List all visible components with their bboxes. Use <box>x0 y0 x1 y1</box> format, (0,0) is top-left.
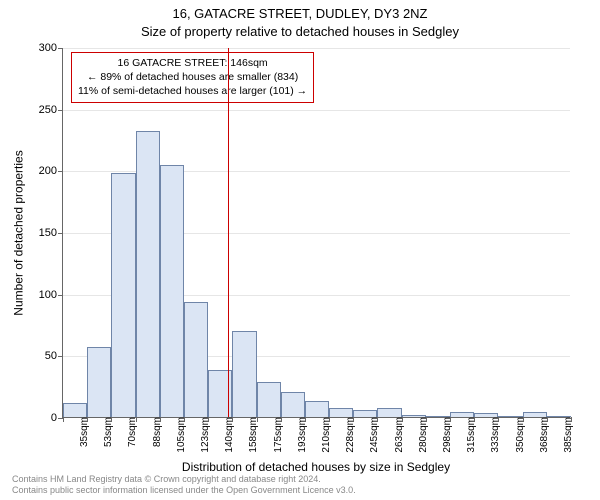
y-tick <box>58 110 63 111</box>
x-tick <box>208 417 209 422</box>
x-tick-label: 298sqm <box>438 417 453 453</box>
histogram-bar <box>353 410 377 417</box>
x-tick <box>257 417 258 422</box>
x-tick <box>426 417 427 422</box>
gridline <box>63 110 570 111</box>
x-tick <box>571 417 572 422</box>
x-tick-label: 158sqm <box>244 417 259 453</box>
histogram-bar <box>305 401 329 417</box>
x-tick-label: 385sqm <box>559 417 574 453</box>
x-tick <box>111 417 112 422</box>
x-tick <box>450 417 451 422</box>
x-tick <box>329 417 330 422</box>
footer-line-1: Contains HM Land Registry data © Crown c… <box>12 474 356 485</box>
x-tick <box>474 417 475 422</box>
annot-line-2: ← 89% of detached houses are smaller (83… <box>78 70 307 84</box>
x-tick <box>232 417 233 422</box>
x-tick <box>305 417 306 422</box>
x-tick-label: 263sqm <box>390 417 405 453</box>
x-tick-label: 228sqm <box>341 417 356 453</box>
histogram-bar <box>329 408 353 417</box>
annot-line-1: 16 GATACRE STREET: 146sqm <box>78 56 307 70</box>
x-tick <box>402 417 403 422</box>
y-axis-label: Number of detached properties <box>12 150 26 315</box>
x-tick-label: 333sqm <box>486 417 501 453</box>
histogram-bar <box>281 392 305 417</box>
y-tick <box>58 295 63 296</box>
x-tick <box>547 417 548 422</box>
x-tick <box>160 417 161 422</box>
histogram-bar <box>87 347 111 417</box>
x-tick <box>281 417 282 422</box>
x-tick-label: 123sqm <box>196 417 211 453</box>
x-tick <box>184 417 185 422</box>
x-tick-label: 315sqm <box>462 417 477 453</box>
x-tick <box>353 417 354 422</box>
x-tick <box>87 417 88 422</box>
histogram-bar <box>184 302 208 417</box>
marker-line <box>228 48 229 417</box>
histogram-bar <box>257 382 281 417</box>
y-tick-label: 0 <box>51 412 57 424</box>
x-tick-label: 105sqm <box>172 417 187 453</box>
y-tick-label: 150 <box>39 227 57 239</box>
chart-subtitle: Size of property relative to detached ho… <box>0 24 600 39</box>
x-tick <box>498 417 499 422</box>
y-tick-label: 200 <box>39 165 57 177</box>
x-tick-label: 245sqm <box>365 417 380 453</box>
plot-area: 16 GATACRE STREET: 146sqm ← 89% of detac… <box>62 48 570 418</box>
y-tick <box>58 233 63 234</box>
y-tick-label: 50 <box>45 350 57 362</box>
x-tick-label: 368sqm <box>535 417 550 453</box>
x-tick <box>63 417 64 422</box>
x-tick-label: 350sqm <box>511 417 526 453</box>
x-tick <box>523 417 524 422</box>
gridline <box>63 48 570 49</box>
histogram-bar <box>232 331 256 417</box>
y-axis-label-wrap: Number of detached properties <box>12 48 26 418</box>
y-tick-label: 300 <box>39 42 57 54</box>
histogram-bar <box>63 403 87 417</box>
y-tick <box>58 48 63 49</box>
histogram-bar <box>160 165 184 417</box>
y-tick <box>58 171 63 172</box>
x-tick-label: 280sqm <box>414 417 429 453</box>
x-tick-label: 175sqm <box>269 417 284 453</box>
histogram-bar <box>377 408 401 417</box>
y-tick <box>58 356 63 357</box>
chart-title-address: 16, GATACRE STREET, DUDLEY, DY3 2NZ <box>0 6 600 21</box>
annot-line-3: 11% of semi-detached houses are larger (… <box>78 84 307 98</box>
x-tick <box>136 417 137 422</box>
x-tick-label: 210sqm <box>317 417 332 453</box>
x-tick <box>377 417 378 422</box>
y-tick-label: 250 <box>39 104 57 116</box>
footer-line-2: Contains public sector information licen… <box>12 485 356 496</box>
chart-container: 16, GATACRE STREET, DUDLEY, DY3 2NZ Size… <box>0 0 600 500</box>
histogram-bar <box>111 173 135 417</box>
marker-annotation-box: 16 GATACRE STREET: 146sqm ← 89% of detac… <box>71 52 314 103</box>
y-tick-label: 100 <box>39 289 57 301</box>
x-axis-label: Distribution of detached houses by size … <box>62 460 570 474</box>
footer-attribution: Contains HM Land Registry data © Crown c… <box>12 474 356 497</box>
histogram-bar <box>136 131 160 417</box>
x-tick-label: 140sqm <box>220 417 235 453</box>
x-tick-label: 193sqm <box>293 417 308 453</box>
